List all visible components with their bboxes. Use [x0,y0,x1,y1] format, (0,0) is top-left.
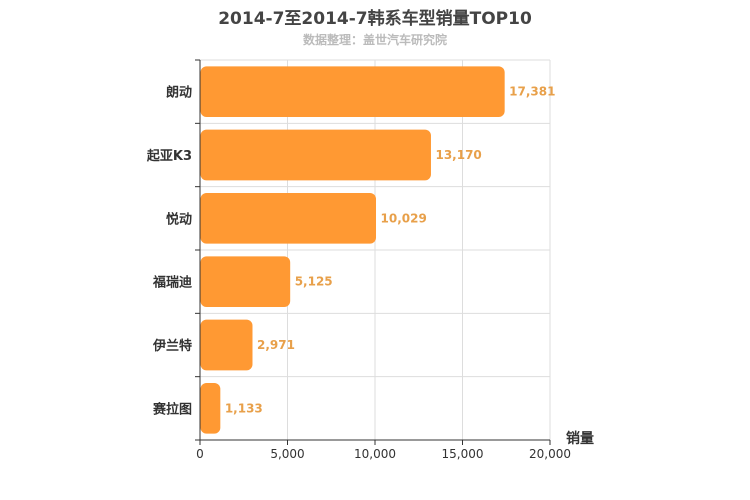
bars [200,66,505,434]
bar [200,66,505,117]
x-tick-label: 5,000 [270,447,304,461]
x-tick-label: 15,000 [442,447,484,461]
data-label: 13,170 [435,148,481,162]
x-tick-label: 10,000 [354,447,396,461]
labels: 17,381 朗动 13,170 起亚K3 10,029 悦动 5,125 福瑞迪 2,971 伊… [146,85,594,461]
x-axis-label: 销量 [566,430,594,447]
category-label: 赛拉图 [152,401,192,417]
bar [200,193,377,244]
data-label: 1,133 [225,401,263,415]
category-label: 悦动 [166,211,192,227]
data-label: 2,971 [257,338,295,352]
category-label: 起亚K3 [146,148,192,164]
chart-title: 2014-7至2014-7韩系车型销量TOP10 [218,9,532,29]
category-label: 福瑞迪 [152,275,192,291]
bar [200,319,253,371]
bar [200,383,221,434]
category-label: 伊兰特 [152,338,192,354]
data-label: 10,029 [381,211,427,225]
category-label: 朗动 [166,85,192,101]
data-label: 17,381 [509,85,555,99]
x-tick-label: 0 [196,447,204,461]
x-tick-label: 20,000 [529,447,571,461]
bar [200,256,291,307]
axes [195,59,551,445]
chart-subtitle: 数据整理：盖世汽车研究院 [302,33,447,47]
bar [200,129,431,181]
data-label: 5,125 [295,275,333,289]
